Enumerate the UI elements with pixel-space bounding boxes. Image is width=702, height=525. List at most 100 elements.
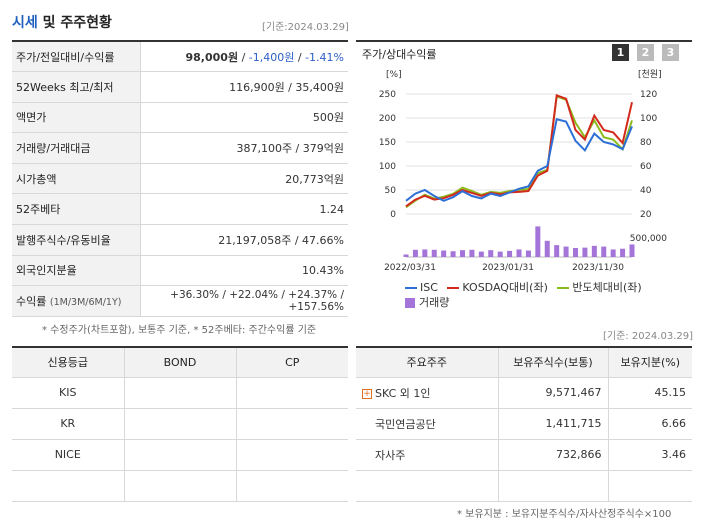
- x-axis-labels: 2022/03/31 2023/01/31 2023/11/30: [384, 263, 624, 273]
- chart-reference-date: [기준: 2024.03.29]: [603, 331, 694, 342]
- holder-name[interactable]: SKC 외 1인: [375, 386, 431, 400]
- table-row: 수익률 (1M/3M/6M/1Y) +36.30% / +22.04% / +2…: [12, 285, 348, 317]
- separator: /: [294, 50, 306, 64]
- volume-bar: [582, 247, 588, 257]
- holder-percent: 3.46: [608, 439, 692, 471]
- volume-bar: [629, 244, 635, 257]
- volume-bar: [488, 250, 494, 257]
- legend-isc: ISC: [405, 281, 438, 294]
- table-row: [356, 470, 692, 502]
- volume-bar: [525, 250, 531, 257]
- legend-volume-swatch: [405, 298, 415, 308]
- cp-cell: [236, 377, 348, 409]
- table-row: 외국인지분율 10.43%: [12, 255, 348, 287]
- table-row: 52주베타 1.24: [12, 193, 348, 226]
- row-value: 20,773억원: [140, 163, 348, 195]
- summary-footnote: * 수정주가(차트포함), 보통주 기준, * 52주베타: 주간수익률 기준: [42, 325, 317, 336]
- chart-panel: [356, 40, 692, 310]
- reference-date: [기준:2024.03.29]: [262, 22, 349, 33]
- table-row: NICE: [12, 439, 348, 471]
- volume-bar: [507, 250, 513, 257]
- returns-values: +36.30% / +22.04% / +24.37% / +157.56%: [140, 285, 348, 317]
- volume-bar: [573, 248, 578, 257]
- chart-title: 주가/상대수익률: [362, 48, 437, 61]
- agency-cell: NICE: [12, 439, 125, 471]
- column-header: 보유주식수(보통): [498, 347, 609, 378]
- row-value: 10.43%: [140, 255, 348, 287]
- table-row: 자사주 732,866 3.46: [356, 439, 692, 471]
- credit-rating-table: 신용등급 BOND CP KIS KR NICE: [12, 346, 348, 502]
- return-1y: +157.56%: [288, 301, 344, 314]
- left-tick-label: 200: [379, 114, 396, 124]
- row-label: 발행주식수/유동비율: [12, 224, 141, 256]
- return-1m: +36.30%: [170, 289, 219, 302]
- agency-cell: [12, 470, 125, 502]
- legend-isc-label: ISC: [420, 281, 438, 294]
- title-accent: 시세: [12, 15, 38, 31]
- section-title: 시세 및 주주현황: [12, 12, 112, 32]
- title-rest: 및 주주현황: [37, 15, 112, 31]
- x-tick-label: 2022/03/31: [384, 263, 436, 273]
- holder-name: 자사주: [356, 439, 499, 471]
- volume-bar: [497, 251, 503, 257]
- bond-cell: [124, 408, 237, 440]
- chart-legend: ISC KOSDAQ대비(좌) 반도체대비(좌): [405, 279, 642, 295]
- volume-bar: [460, 250, 465, 257]
- cp-cell: [236, 408, 348, 440]
- bond-cell: [124, 377, 237, 409]
- volume-bar: [478, 251, 484, 257]
- legend-semi: 반도체대비(좌): [557, 281, 642, 294]
- left-axis-unit: [%]: [386, 70, 402, 80]
- volume-bar: [469, 249, 475, 257]
- price-change: -1,400원: [248, 50, 295, 64]
- right-tick-label: 60: [640, 162, 652, 172]
- table-row: + SKC 외 1인 9,571,467 45.15: [356, 377, 692, 409]
- column-header: 주요주주: [356, 347, 499, 378]
- volume-bar: [441, 250, 447, 257]
- chart-page-1-button[interactable]: 1: [612, 44, 629, 61]
- series-line-2: [405, 95, 633, 209]
- volume-bar: [535, 226, 541, 257]
- holder-percent: 6.66: [608, 408, 692, 440]
- holder-shares: 732,866: [498, 439, 609, 471]
- legend-semi-label: 반도체대비(좌): [572, 281, 642, 294]
- row-label: 거래량/거래대금: [12, 132, 141, 164]
- column-header: CP: [236, 347, 348, 378]
- right-tick-label: 40: [640, 186, 652, 196]
- series-line-0: [405, 117, 633, 202]
- table-row: 발행주식수/유동비율 21,197,058주 / 47.66%: [12, 224, 348, 256]
- table-row: 거래량/거래대금 387,100주 / 379억원: [12, 132, 348, 164]
- volume-bar: [422, 249, 428, 257]
- agency-cell: KR: [12, 408, 125, 440]
- left-tick-label: 250: [379, 90, 396, 100]
- returns-label: 수익률: [16, 295, 47, 309]
- legend-volume: 거래량: [405, 294, 449, 310]
- expand-icon[interactable]: +: [362, 388, 372, 399]
- right-tick-label: 100: [640, 114, 657, 124]
- column-header: BOND: [124, 347, 237, 378]
- chart-page-2-button[interactable]: 2: [637, 44, 654, 61]
- row-value: 500원: [140, 102, 348, 134]
- volume-bar: [450, 251, 456, 257]
- table-row: KR: [12, 408, 348, 440]
- current-price: 98,000원: [185, 50, 239, 64]
- left-tick-label: 0: [390, 210, 396, 220]
- holder-name: 국민연금공단: [356, 408, 499, 440]
- row-value: 1.24: [140, 193, 348, 226]
- row-label: 52Weeks 최고/최저: [12, 71, 141, 103]
- table-row: [12, 470, 348, 502]
- volume-bar: [412, 249, 418, 257]
- bond-cell: [124, 439, 237, 471]
- separator: /: [238, 50, 249, 64]
- left-tick-label: 50: [385, 186, 397, 196]
- volume-axis-tick: 500,000: [630, 234, 667, 244]
- volume-bar: [516, 249, 522, 257]
- right-axis-ticks: 120 100 80 60 40 20: [640, 90, 657, 220]
- holder-percent: 45.15: [608, 377, 692, 409]
- chart-page-3-button[interactable]: 3: [662, 44, 679, 61]
- cp-cell: [236, 439, 348, 471]
- table-row: 국민연금공단 1,411,715 6.66: [356, 408, 692, 440]
- volume-bar: [544, 240, 550, 257]
- row-label: 시가총액: [12, 163, 141, 195]
- right-axis-unit: [천원]: [638, 69, 662, 80]
